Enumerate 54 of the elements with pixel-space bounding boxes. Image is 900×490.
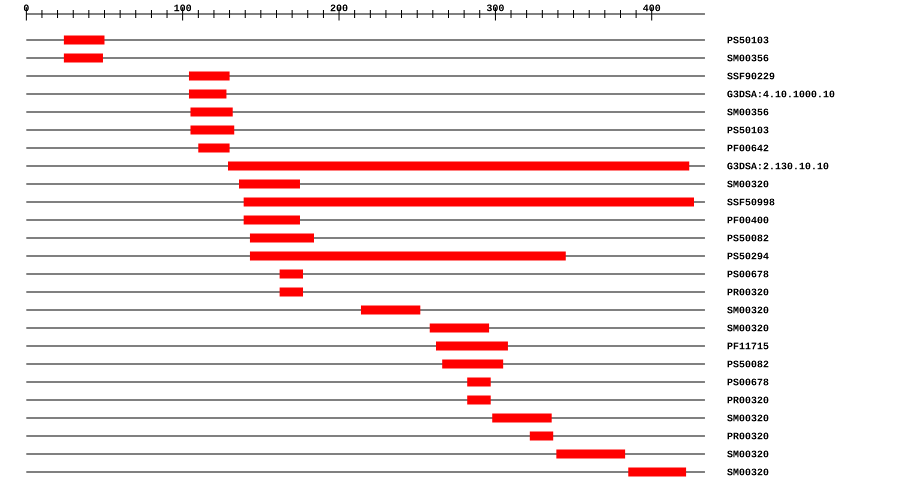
bar — [280, 287, 304, 296]
bar — [190, 125, 234, 134]
bar — [64, 53, 103, 62]
y-tick-label: G3DSA:2.130.10.10 — [727, 162, 828, 170]
bar — [360, 305, 420, 314]
y-tick-label: G3DSA:4.10.1000.10 — [727, 90, 834, 98]
y-tick-label: SM00320 — [727, 180, 768, 188]
y-tick-label: PS50082 — [728, 360, 768, 368]
y-tick-label: SSF50998 — [727, 198, 774, 206]
y-tick-label: PS50103 — [728, 36, 768, 44]
y-tick-label: SM00356 — [727, 54, 768, 62]
bar — [188, 71, 230, 80]
y-tick-label: PR00320 — [728, 288, 768, 296]
x-tick-label: 300 — [486, 4, 504, 12]
bar — [190, 107, 233, 116]
bar — [188, 89, 226, 98]
y-tick-label: SM00320 — [727, 468, 768, 476]
bar — [467, 395, 491, 404]
y-tick-label: PS50082 — [728, 234, 768, 242]
bar — [238, 179, 300, 188]
y-tick-label: SM00356 — [727, 108, 768, 116]
y-tick-label: SM00320 — [727, 306, 768, 314]
bar — [442, 359, 504, 368]
y-tick-label: PF00400 — [728, 216, 768, 224]
y-tick-label: PF11715 — [728, 342, 768, 350]
bar — [64, 35, 104, 44]
bar — [430, 323, 490, 332]
bar — [492, 413, 552, 422]
bar — [628, 467, 686, 476]
x-tick-label: 400 — [643, 4, 660, 12]
y-tick-label: SM00320 — [727, 450, 768, 458]
bar — [244, 197, 694, 206]
bar — [244, 215, 300, 224]
bar — [280, 269, 304, 278]
bar — [556, 449, 626, 458]
bar — [250, 233, 314, 242]
bar — [228, 161, 690, 170]
y-tick-label: PR00320 — [728, 432, 768, 440]
y-tick-label: PR00320 — [728, 396, 768, 404]
x-tick-label: 100 — [174, 4, 192, 12]
bar — [250, 251, 566, 260]
x-tick-label: 200 — [330, 4, 348, 12]
y-tick-label: PS00678 — [728, 378, 768, 386]
y-tick-label: SM00320 — [727, 324, 768, 332]
bar — [530, 431, 554, 440]
bar — [467, 377, 491, 386]
y-tick-label: SM00320 — [727, 414, 768, 422]
y-tick-label: SSF90229 — [727, 72, 774, 80]
bar — [198, 143, 230, 152]
y-tick-label: PF00642 — [728, 144, 768, 152]
bar — [436, 341, 508, 350]
y-tick-label: PS50294 — [728, 252, 769, 260]
y-tick-label: PS50103 — [728, 126, 768, 134]
y-tick-label: PS00678 — [728, 270, 768, 278]
